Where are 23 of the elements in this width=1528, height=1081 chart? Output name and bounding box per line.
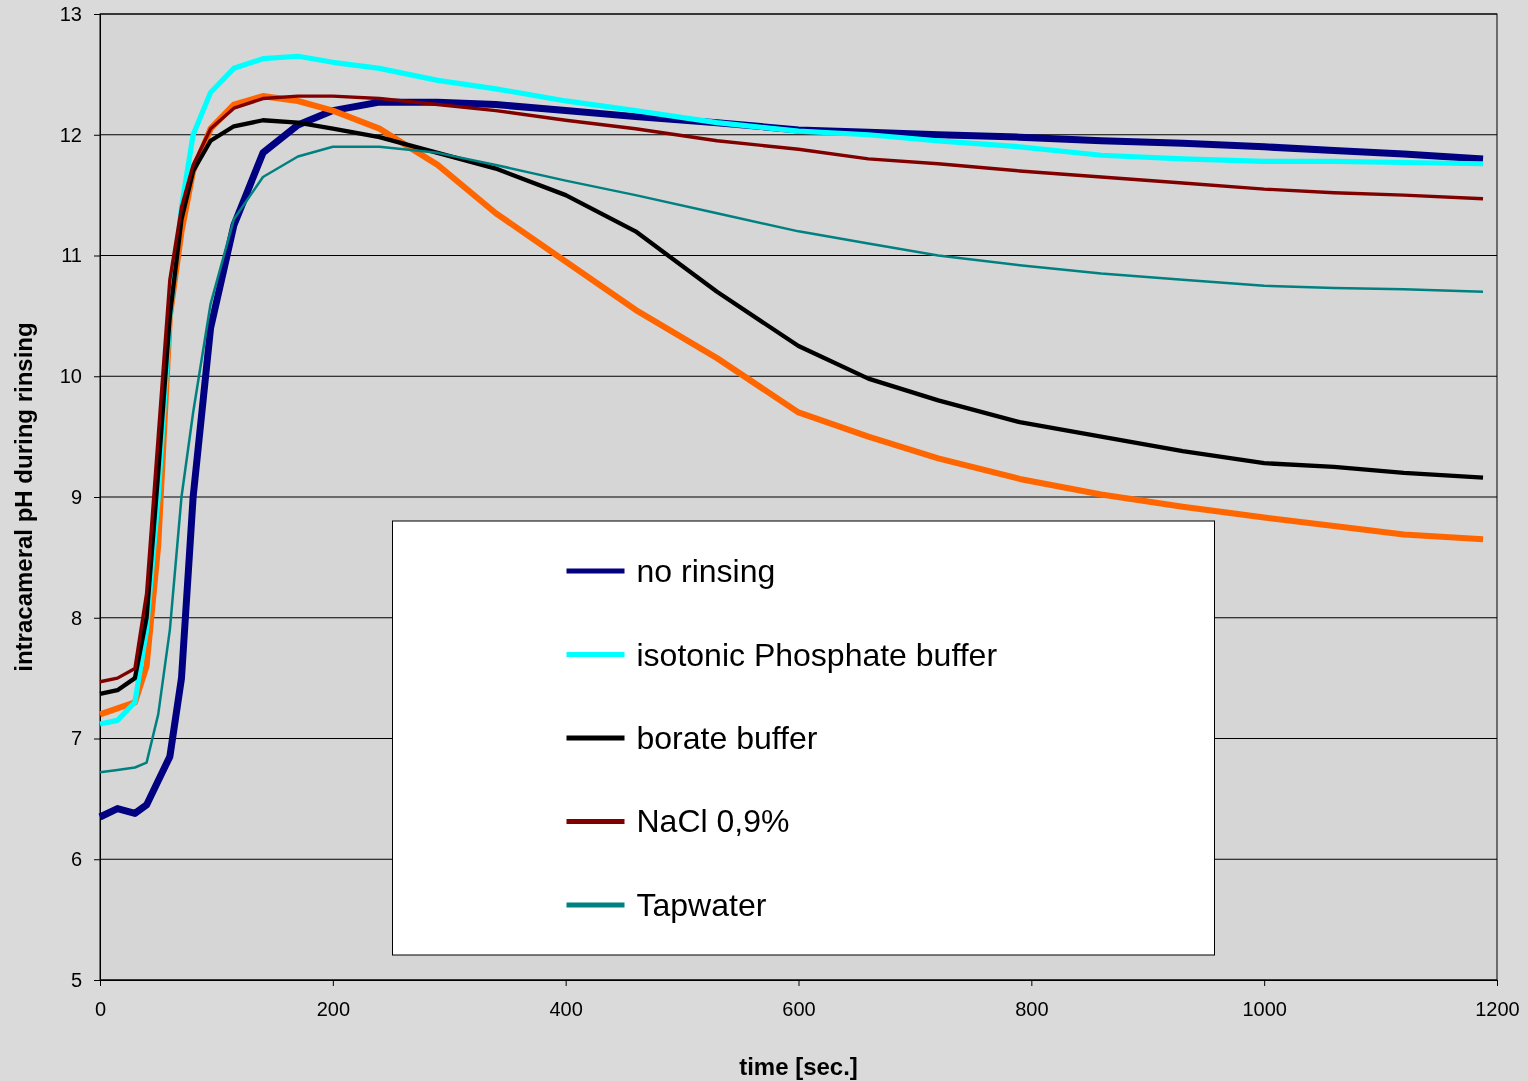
y-axis-title: intracameral pH during rinsing <box>10 322 37 672</box>
x-tick-label: 400 <box>549 998 583 1021</box>
x-tick-label: 800 <box>1015 998 1049 1021</box>
x-axis-title: time [sec.] <box>739 1053 858 1080</box>
y-tick-label: 5 <box>70 968 82 991</box>
x-tick-label: 1000 <box>1242 998 1287 1021</box>
x-tick-label: 0 <box>94 998 107 1021</box>
y-tick-label: 8 <box>70 606 82 629</box>
x-tick-label: 200 <box>316 998 351 1021</box>
legend-label: isotonic Phosphate buffer <box>636 636 998 673</box>
y-tick-label: 11 <box>61 244 82 267</box>
y-tick-label: 6 <box>70 848 82 871</box>
y-tick-label: 13 <box>59 2 82 25</box>
y-tick-label: 12 <box>59 123 82 146</box>
y-tick-label: 9 <box>70 485 82 508</box>
legend-label: borate buffer <box>636 720 818 756</box>
y-tick-label: 7 <box>70 727 82 750</box>
y-tick-label: 10 <box>59 365 82 388</box>
x-tick-label: 600 <box>782 998 816 1021</box>
legend-label: NaCl 0,9% <box>636 803 790 840</box>
legend-label: no rinsing <box>636 553 776 590</box>
x-tick-label: 1200 <box>1475 998 1520 1021</box>
legend-label: Tapwater <box>636 886 767 923</box>
